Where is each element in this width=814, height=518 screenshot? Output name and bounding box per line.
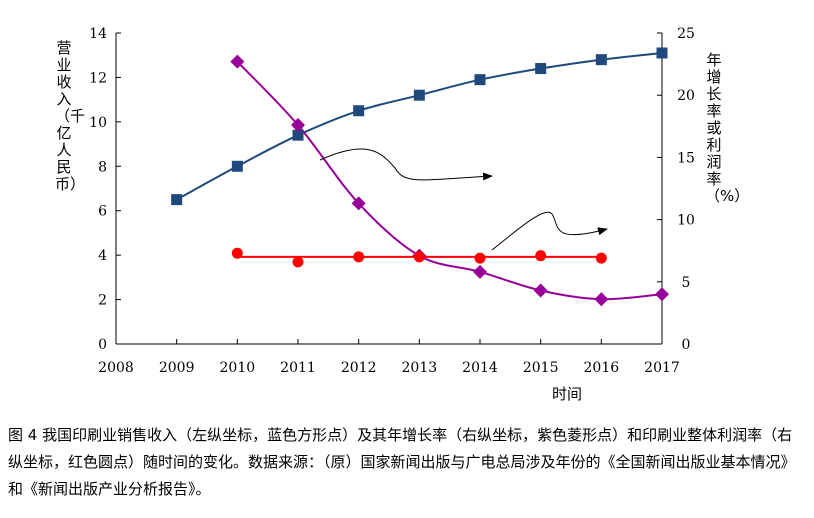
left-tick-label: 2 bbox=[98, 293, 107, 309]
right-tick-label: 0 bbox=[682, 337, 691, 353]
annotation-arrow-revenue bbox=[491, 211, 608, 251]
series-2-point bbox=[351, 196, 366, 211]
x-tick-label: 2012 bbox=[341, 360, 377, 376]
left-tick-label: 4 bbox=[98, 248, 107, 264]
series-3-point bbox=[413, 251, 425, 263]
right-tick-label: 5 bbox=[682, 275, 691, 291]
x-tick-label: 2013 bbox=[402, 360, 438, 376]
left-tick-label: 10 bbox=[89, 115, 107, 131]
x-tick-label: 2011 bbox=[280, 360, 316, 376]
series-1-point bbox=[535, 63, 547, 75]
right-tick-label: 20 bbox=[677, 88, 695, 104]
figure-caption: 图 4 我国印刷业销售收入（左纵坐标，蓝色方形点）及其年增长率（右纵坐标，紫色菱… bbox=[8, 426, 796, 498]
left-tick-label: 8 bbox=[98, 159, 107, 175]
series-2-point bbox=[594, 292, 609, 307]
left-tick-label: 12 bbox=[89, 70, 107, 86]
right-tick-label: 10 bbox=[677, 213, 695, 229]
x-ticks: 2008 2009 2010 2011 2012 2013 2014 2015 2016 2017 bbox=[98, 339, 680, 376]
left-ticks: 0 2 4 6 8 10 12 14 bbox=[89, 26, 121, 353]
x-tick-label: 2017 bbox=[644, 360, 680, 376]
series-1-point bbox=[231, 160, 243, 172]
right-tick-label: 15 bbox=[677, 150, 695, 166]
series-3-point bbox=[535, 250, 547, 262]
series-2-point bbox=[473, 264, 487, 279]
series-1-point bbox=[474, 74, 486, 86]
x-tick-label: 2008 bbox=[98, 360, 134, 376]
annotation-arrows bbox=[319, 148, 608, 251]
series-1-point bbox=[171, 194, 183, 206]
left-tick-label: 6 bbox=[98, 204, 107, 220]
series-3-point bbox=[595, 252, 607, 264]
series-3-point bbox=[292, 256, 304, 268]
series-2-point bbox=[655, 287, 669, 302]
x-tick-label: 2010 bbox=[220, 360, 256, 376]
series-2-point bbox=[291, 118, 305, 133]
right-axis-label: 年增长率或利润率（%） bbox=[705, 51, 750, 205]
series-2-point bbox=[230, 54, 245, 69]
series-3-point bbox=[353, 251, 365, 263]
x-tick-label: 2016 bbox=[584, 360, 620, 376]
right-ticks: 0 5 10 15 20 25 bbox=[657, 26, 695, 353]
left-tick-label: 14 bbox=[89, 26, 107, 42]
series-1-point bbox=[413, 89, 425, 101]
right-tick-label: 25 bbox=[677, 26, 695, 42]
x-axis-label: 时间 bbox=[552, 385, 583, 403]
series-3-point bbox=[474, 252, 486, 264]
series-1-point bbox=[595, 54, 607, 66]
left-tick-label: 0 bbox=[98, 337, 107, 353]
x-tick-label: 2009 bbox=[159, 360, 195, 376]
series-1-point bbox=[353, 105, 365, 117]
series-1-point bbox=[656, 47, 668, 59]
x-tick-label: 2015 bbox=[523, 360, 559, 376]
series-2-point bbox=[533, 283, 548, 298]
left-axis-label: 营业收入（千亿人民币） bbox=[55, 39, 86, 193]
annotation-arrow-growth bbox=[319, 148, 493, 181]
series-3-point bbox=[231, 247, 243, 259]
series-markers bbox=[171, 47, 669, 307]
series-1-point bbox=[292, 129, 304, 141]
x-tick-label: 2014 bbox=[462, 360, 498, 376]
